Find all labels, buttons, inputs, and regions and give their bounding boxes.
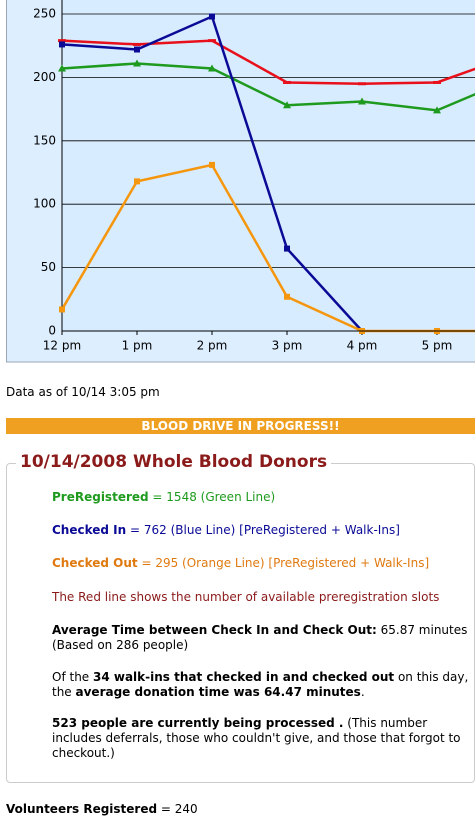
label: Checked Out [52,556,138,570]
text: = 240 [157,802,198,816]
y-tick-label: 250 [33,7,56,21]
marker [59,306,65,313]
text: on this day, the [52,670,469,699]
label: 523 people are currently being processed… [52,716,344,730]
x-tick-label: 1 pm [122,339,153,353]
checked-out: Checked Out = 295 (Orange Line) [PreRegi… [52,556,469,571]
text: (This number includes deferrals, those w… [52,716,461,760]
y-tick-label: 50 [41,260,56,274]
x-tick-label: 2 pm [197,339,228,353]
banner: BLOOD DRIVE IN PROGRESS!! [6,418,475,434]
y-tick-label: 200 [33,70,56,84]
text: Of the [52,670,93,684]
marker [134,46,140,53]
text: 34 walk-ins that checked in and checked … [93,670,395,684]
marker [284,293,290,300]
marker [133,42,141,46]
marker [283,80,291,84]
marker [433,80,441,84]
marker [433,106,441,114]
plot-area [62,0,475,331]
marker [283,101,291,109]
marker [58,64,66,72]
chart: 0 50 100 150 200 250 12 pm 1 pm 2 pm 3 pm 4 pm 5 pm [6,0,475,363]
label: Average Time between Check In and Check … [52,623,377,637]
red-line-note: The Red line shows the number of availab… [52,590,440,604]
marker [134,178,140,185]
marker [209,13,215,20]
as-of: Data as of 10/14 3:05 pm [6,385,160,399]
marker [209,161,215,168]
label: PreRegistered [52,490,149,504]
text: . [360,685,365,699]
x-tick-label: 12 pm [43,339,81,353]
text: = 295 (Orange Line) [PreRegistered + Wal… [137,556,430,570]
label: Checked In [52,523,127,537]
text: = 762 (Blue Line) [PreRegistered + Walk-… [126,523,400,537]
marker [208,64,216,72]
text: 65.87 minutes (Based on 286 people) [52,623,468,652]
checked-in: Checked In = 762 (Blue Line) [PreRegiste… [52,523,469,538]
walkins: Of the 34 walk-ins that checked in and c… [52,670,469,700]
processing: 523 people are currently being processed… [52,716,469,761]
marker [284,245,290,252]
y-tick-label: 0 [48,324,56,338]
x-tick-label: 3 pm [272,339,303,353]
label: Volunteers Registered [6,802,158,816]
marker [133,59,141,67]
y-tick-label: 150 [33,133,56,147]
avg-time: Average Time between Check In and Check … [52,623,469,653]
marker [358,82,366,86]
text: average donation time was 64.47 minutes [75,685,361,699]
marker [208,39,216,43]
y-tick-label: 100 [33,197,56,211]
section-title: 10/14/2008 Whole Blood Donors [16,452,332,472]
preregistered: PreRegistered = 1548 (Green Line) [52,490,469,505]
marker [58,39,66,43]
volunteers: Volunteers Registered = 240 [6,802,198,816]
marker [358,97,366,105]
marker [59,41,65,48]
x-tick-label: 4 pm [347,339,378,353]
text: = 1548 (Green Line) [148,490,276,504]
x-tick-label: 5 pm [422,339,453,353]
